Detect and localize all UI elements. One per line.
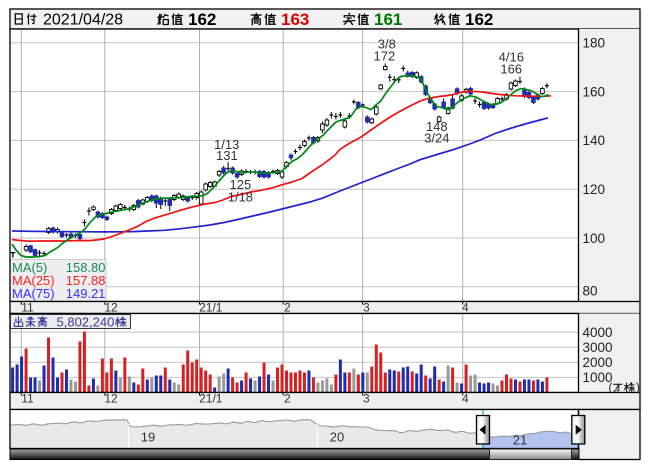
svg-text:3: 3	[363, 300, 370, 314]
svg-text:4: 4	[462, 391, 469, 405]
svg-text:2: 2	[284, 391, 291, 405]
svg-text:1/18: 1/18	[228, 189, 253, 204]
svg-text:11: 11	[21, 391, 34, 405]
svg-text:5,802,240: 5,802,240	[57, 314, 115, 329]
svg-text:2: 2	[284, 300, 291, 314]
svg-text:3: 3	[363, 391, 370, 405]
svg-text:160: 160	[583, 84, 606, 99]
svg-text:162: 162	[465, 10, 493, 29]
svg-text:163: 163	[281, 10, 309, 29]
svg-text:): )	[636, 383, 640, 395]
svg-text:180: 180	[583, 36, 606, 51]
svg-text:3/24: 3/24	[424, 131, 449, 146]
svg-text:1/13: 1/13	[214, 137, 239, 152]
svg-text:3000: 3000	[583, 340, 613, 355]
svg-text:20: 20	[330, 430, 344, 445]
svg-text:4/16: 4/16	[499, 50, 524, 65]
svg-text:12: 12	[104, 391, 118, 405]
svg-text:21/1: 21/1	[199, 391, 223, 405]
svg-text:157.88: 157.88	[66, 273, 106, 288]
svg-text:19: 19	[141, 430, 155, 445]
svg-text:3/8: 3/8	[378, 36, 396, 51]
svg-text:140: 140	[583, 133, 606, 148]
svg-text:21/1: 21/1	[199, 300, 223, 314]
svg-text:100: 100	[583, 231, 606, 246]
svg-text:21: 21	[513, 433, 527, 448]
svg-text:2021/04/28: 2021/04/28	[43, 12, 123, 29]
svg-text:12: 12	[104, 300, 118, 314]
svg-text:11: 11	[21, 300, 34, 314]
svg-text:158.80: 158.80	[66, 260, 106, 275]
svg-text:125: 125	[230, 177, 252, 192]
svg-text:120: 120	[583, 182, 606, 197]
svg-text:166: 166	[500, 62, 522, 77]
svg-text:148: 148	[426, 119, 448, 134]
svg-text:4: 4	[462, 300, 469, 314]
svg-text:MA(5): MA(5)	[12, 260, 47, 275]
svg-text:80: 80	[583, 283, 598, 298]
svg-text:161: 161	[374, 10, 402, 29]
svg-text:149.21: 149.21	[66, 286, 106, 301]
svg-text:172: 172	[374, 49, 396, 64]
svg-text:MA(75): MA(75)	[12, 286, 55, 301]
svg-text:2000: 2000	[583, 355, 613, 370]
svg-text:131: 131	[216, 148, 238, 163]
svg-text:4000: 4000	[583, 325, 613, 340]
svg-text:1000: 1000	[583, 370, 613, 385]
svg-text:162: 162	[188, 10, 216, 29]
svg-text:MA(25): MA(25)	[12, 273, 55, 288]
svg-text:(: (	[609, 383, 613, 395]
